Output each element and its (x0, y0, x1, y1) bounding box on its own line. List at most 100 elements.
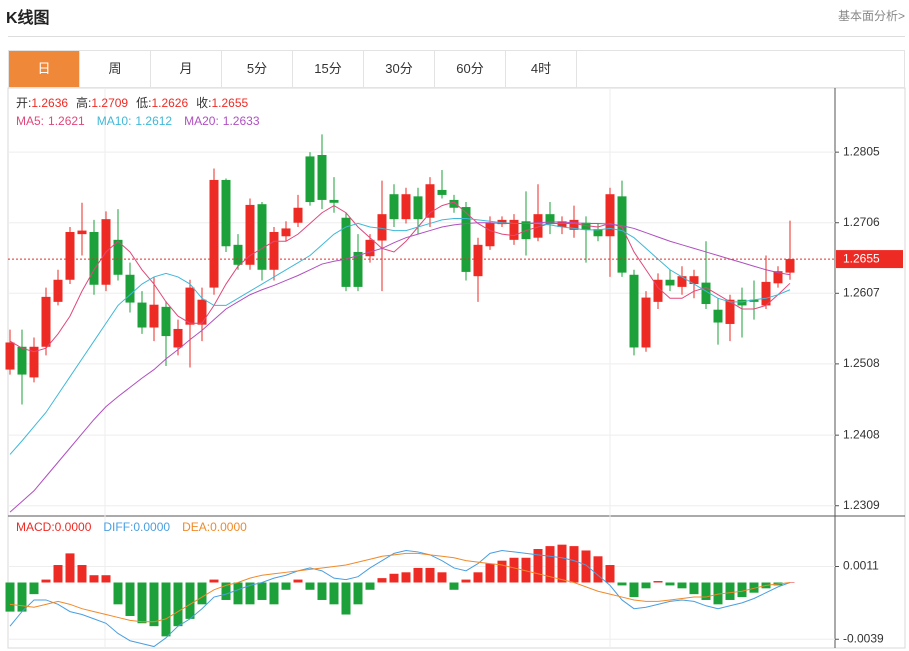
last-price-label: 1.2655 (843, 251, 880, 265)
candle-body (689, 276, 699, 285)
macd-line (9, 549, 791, 648)
candle-body (785, 259, 795, 273)
macd-bar (137, 582, 147, 624)
candle-body (257, 204, 267, 270)
legend-text: DIFF: (103, 520, 133, 534)
legend-text: 1.2621 (48, 114, 85, 128)
macd-bar (617, 582, 627, 586)
candle-body (197, 299, 207, 325)
macd-bar (221, 582, 231, 600)
legend-text: 高: (76, 95, 91, 110)
macd-bar (197, 582, 207, 605)
tab[interactable]: 周 (80, 51, 151, 87)
candle-body (605, 194, 615, 237)
candle-body (713, 309, 723, 323)
candle-body (701, 282, 711, 304)
candle-body (341, 217, 351, 287)
candle-body (401, 194, 411, 220)
macd-bar (113, 582, 123, 605)
candle-body (137, 302, 147, 328)
macd-bar (149, 582, 159, 627)
macd-bar (185, 582, 195, 619)
candle-body (353, 251, 363, 287)
candle-body (317, 155, 327, 200)
candle-body (281, 228, 291, 237)
legend-text: 1.2626 (151, 96, 188, 110)
macd-bar (425, 567, 435, 583)
macd-bar (581, 550, 591, 583)
macd-bar (245, 582, 255, 605)
candle-body (89, 231, 99, 285)
macd-bar (233, 582, 243, 605)
macd-bar (305, 582, 315, 590)
legend-text: 1.2633 (223, 114, 260, 128)
candle-body (653, 279, 663, 302)
legend-text: 0.0000 (55, 520, 92, 534)
macd-line (9, 552, 791, 623)
macd-bar (677, 582, 687, 589)
candle-body (725, 299, 735, 324)
legend-text: MA5: (16, 114, 44, 128)
y-tick-label: 1.2607 (843, 285, 880, 299)
candle-body (413, 196, 423, 220)
candle-body (569, 219, 579, 230)
macd-bar (653, 581, 663, 583)
candle-body (449, 199, 459, 208)
candle-body (65, 231, 75, 280)
macd-bar (269, 582, 279, 605)
legend-text: MA10: (97, 114, 132, 128)
macd-bar (77, 565, 87, 583)
candle-body (245, 204, 255, 265)
macd-bar (437, 572, 447, 583)
candle-body (29, 346, 39, 378)
candle-body (533, 214, 543, 238)
tab[interactable]: 5分 (222, 51, 293, 87)
ma-line (9, 221, 791, 513)
tab[interactable]: 4时 (506, 51, 577, 87)
candle-body (365, 239, 375, 257)
candle-body (557, 221, 567, 228)
legend-text: DEA: (182, 520, 210, 534)
candle-body (173, 328, 183, 348)
macd-bar (449, 582, 459, 590)
macd-bar (53, 565, 63, 583)
y-tick-label: 1.2805 (843, 144, 880, 158)
page-title: K线图 (6, 10, 50, 27)
macd-bar (713, 582, 723, 605)
tab[interactable]: 15分 (293, 51, 364, 87)
candle-body (269, 231, 279, 270)
legend-text: MA20: (184, 114, 219, 128)
legend-text: 低: (136, 96, 151, 110)
macd-bar (533, 549, 543, 583)
last-price-box (836, 250, 903, 269)
tab[interactable]: 60分 (435, 51, 506, 87)
macd-bar (173, 582, 183, 627)
candle-body (437, 189, 447, 195)
macd-bar (317, 582, 327, 600)
candle-body (677, 276, 687, 287)
candle-body (293, 207, 303, 223)
candle-body (509, 219, 519, 240)
candle-body (473, 244, 483, 277)
tab[interactable]: 日 (9, 51, 80, 87)
macd-bar (509, 557, 519, 583)
analysis-link[interactable]: 基本面分析> (837, 9, 905, 23)
tab[interactable]: 30分 (364, 51, 435, 87)
macd-bar (605, 565, 615, 583)
candle-body (497, 219, 507, 225)
y-tick-label: 1.2309 (843, 498, 880, 512)
candle-body (749, 299, 759, 302)
candle-body (389, 194, 399, 220)
candle-body (149, 304, 159, 328)
candle-body (113, 239, 123, 275)
macd-bar (701, 582, 711, 600)
macd-bar (281, 582, 291, 590)
tab[interactable]: 月 (151, 51, 222, 87)
macd-bar (629, 582, 639, 598)
candle-body (185, 287, 195, 325)
macd-bar (593, 556, 603, 583)
legend-text: 1.2655 (211, 96, 248, 110)
candle-body (773, 271, 783, 284)
macd-bar (497, 560, 507, 583)
